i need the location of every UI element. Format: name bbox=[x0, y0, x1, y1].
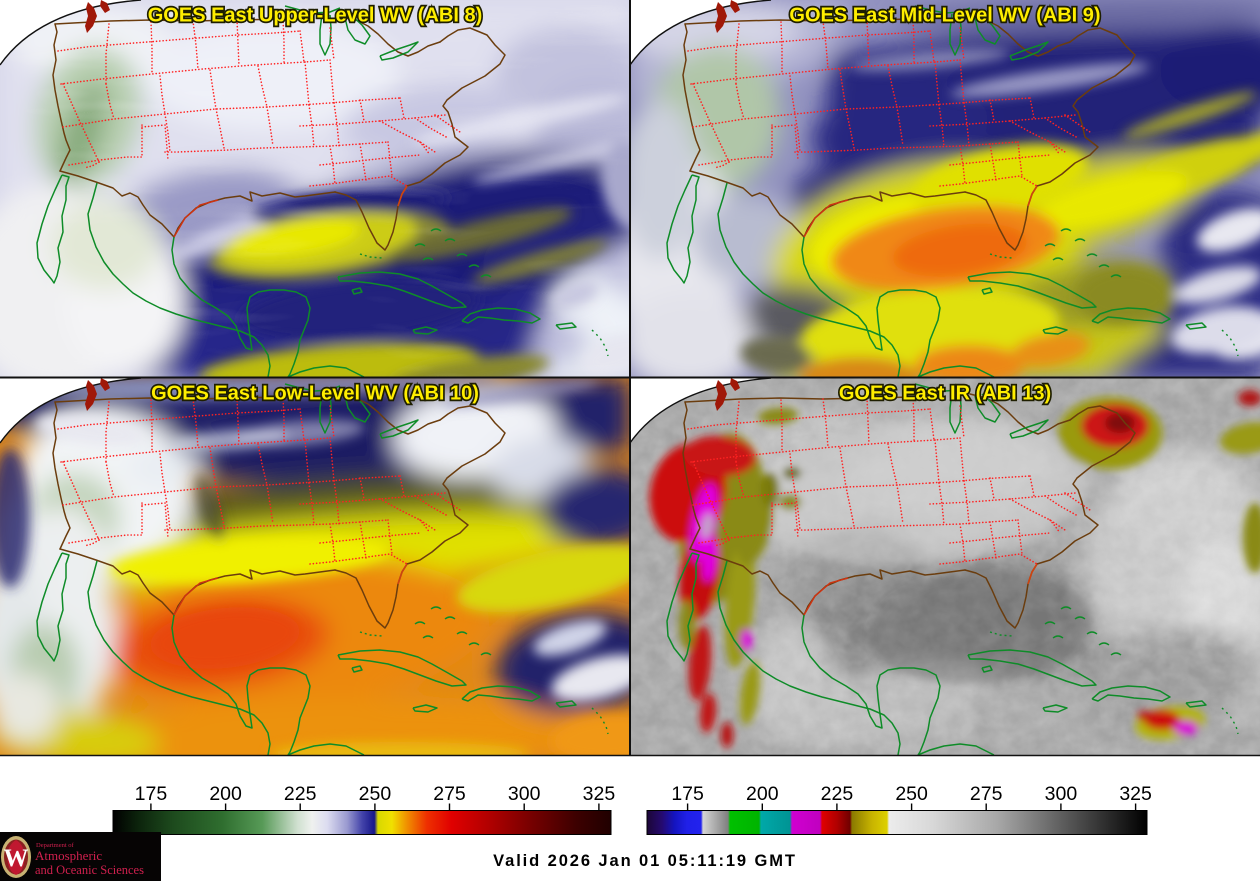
svg-text:225: 225 bbox=[284, 783, 317, 805]
svg-text:250: 250 bbox=[895, 783, 928, 805]
svg-text:250: 250 bbox=[359, 783, 392, 805]
svg-text:GOES East Low-Level WV (ABI 10: GOES East Low-Level WV (ABI 10) bbox=[151, 383, 479, 405]
svg-text:GOES East Upper-Level WV (ABI: GOES East Upper-Level WV (ABI 8) bbox=[148, 5, 483, 27]
svg-text:175: 175 bbox=[671, 783, 704, 805]
svg-text:325: 325 bbox=[1119, 783, 1152, 805]
svg-text:325: 325 bbox=[583, 783, 616, 805]
svg-text:Valid 2026 Jan 01 05:11:19 GMT: Valid 2026 Jan 01 05:11:19 GMT bbox=[493, 852, 797, 870]
svg-text:200: 200 bbox=[746, 783, 779, 805]
svg-text:300: 300 bbox=[1045, 783, 1078, 805]
svg-text:Department of: Department of bbox=[36, 842, 75, 849]
svg-text:175: 175 bbox=[135, 783, 168, 805]
svg-text:GOES East IR (ABI 13): GOES East IR (ABI 13) bbox=[839, 383, 1051, 405]
svg-text:200: 200 bbox=[209, 783, 242, 805]
svg-text:GOES East Mid-Level WV (ABI 9): GOES East Mid-Level WV (ABI 9) bbox=[789, 5, 1100, 27]
svg-text:Atmospheric: Atmospheric bbox=[35, 848, 102, 863]
svg-text:275: 275 bbox=[433, 783, 466, 805]
svg-text:225: 225 bbox=[821, 783, 854, 805]
svg-text:300: 300 bbox=[508, 783, 541, 805]
svg-text:W: W bbox=[4, 845, 29, 872]
svg-text:and Oceanic Sciences: and Oceanic Sciences bbox=[35, 863, 144, 877]
svg-text:275: 275 bbox=[970, 783, 1003, 805]
